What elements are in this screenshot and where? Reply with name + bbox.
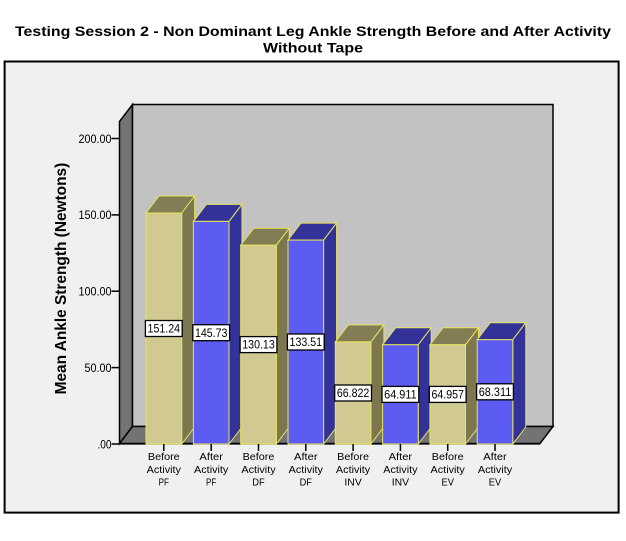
svg-text:130.13: 130.13: [242, 338, 275, 352]
svg-text:66.822: 66.822: [337, 386, 370, 400]
svg-text:150.00: 150.00: [79, 208, 112, 222]
svg-text:EV: EV: [442, 477, 454, 489]
svg-text:64.957: 64.957: [431, 388, 464, 402]
svg-text:Without Tape: Without Tape: [263, 40, 363, 56]
svg-text:Testing Session 2 - Non Domina: Testing Session 2 - Non Dominant Leg Ank…: [15, 23, 611, 39]
svg-text:Activity: Activity: [431, 464, 466, 476]
svg-text:50.00: 50.00: [85, 361, 112, 375]
svg-text:After: After: [199, 451, 223, 463]
svg-text:After: After: [294, 451, 318, 463]
svg-text:151.24: 151.24: [148, 322, 181, 336]
svg-text:PF: PF: [206, 477, 216, 489]
svg-text:Activity: Activity: [289, 464, 324, 476]
svg-text:Activity: Activity: [194, 464, 229, 476]
svg-text:Activity: Activity: [147, 464, 182, 476]
svg-text:Mean Ankle Strength (Newtons): Mean Ankle Strength (Newtons): [53, 163, 70, 395]
svg-text:.00: .00: [98, 437, 112, 451]
svg-text:145.73: 145.73: [195, 326, 228, 340]
svg-text:Activity: Activity: [478, 464, 513, 476]
svg-text:133.51: 133.51: [290, 335, 323, 349]
svg-text:100.00: 100.00: [79, 285, 112, 299]
svg-text:Activity: Activity: [241, 464, 276, 476]
svg-text:Activity: Activity: [383, 464, 418, 476]
svg-text:Before: Before: [337, 451, 369, 463]
svg-text:68.311: 68.311: [479, 385, 512, 399]
svg-text:INV: INV: [344, 477, 361, 489]
svg-text:200.00: 200.00: [79, 132, 112, 146]
svg-text:DF: DF: [252, 477, 264, 489]
svg-text:Before: Before: [148, 451, 180, 463]
svg-text:Activity: Activity: [336, 464, 371, 476]
svg-text:PF: PF: [159, 477, 169, 489]
svg-text:EV: EV: [489, 477, 501, 489]
svg-text:Before: Before: [432, 451, 464, 463]
svg-text:Before: Before: [243, 451, 275, 463]
svg-text:After: After: [389, 451, 413, 463]
svg-text:After: After: [483, 451, 507, 463]
svg-text:INV: INV: [392, 477, 409, 489]
svg-text:64.911: 64.911: [384, 388, 417, 402]
svg-text:DF: DF: [300, 477, 312, 489]
